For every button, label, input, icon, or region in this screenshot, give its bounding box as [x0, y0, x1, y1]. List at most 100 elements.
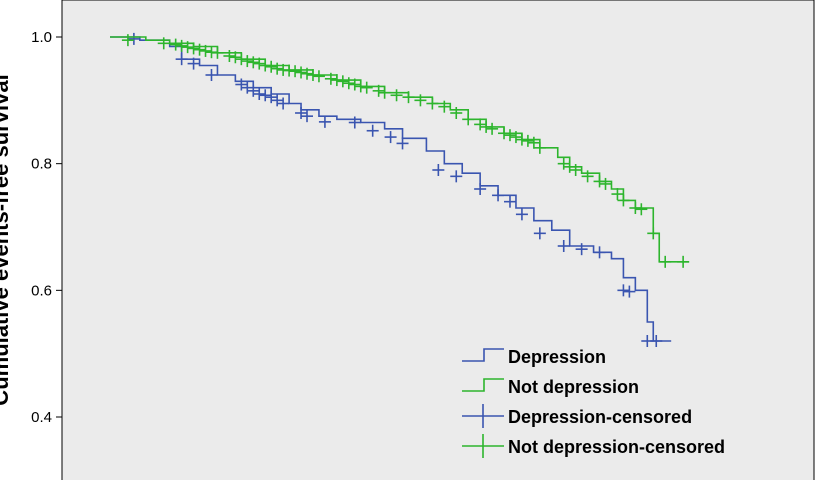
depression-curve — [110, 36, 672, 342]
depression-censor-mark — [533, 227, 546, 240]
not-depression-censor-mark — [259, 59, 272, 72]
depression-censor-mark — [593, 246, 606, 259]
depression-censor-mark — [235, 78, 248, 91]
not-depression-censor-mark — [617, 194, 630, 207]
legend-label: Depression-censored — [508, 407, 692, 427]
not-depression-censor-mark — [569, 164, 582, 176]
series-layer — [110, 32, 690, 347]
not-depression-censor-mark — [677, 255, 690, 268]
depression-censor-mark — [253, 88, 266, 100]
depression-censor-mark — [348, 116, 361, 129]
depression-censor-mark — [247, 84, 260, 97]
not-depression-censor-mark — [378, 86, 391, 99]
depression-censor-mark — [277, 97, 290, 110]
not-depression-censor-mark — [235, 53, 248, 66]
not-depression-censor-mark — [372, 84, 385, 97]
depression-censor-mark — [575, 243, 588, 256]
not-depression-censor-mark — [509, 131, 522, 144]
depression-censor-mark — [474, 183, 487, 195]
legend-label: Depression — [508, 347, 606, 367]
depression-censor-mark — [205, 69, 218, 81]
not-depression-censor-mark — [306, 69, 319, 81]
not-depression-censor-mark — [336, 75, 349, 88]
not-depression-censor-mark — [527, 136, 540, 149]
depression-censor-mark — [623, 285, 636, 298]
not-depression-censor-mark — [486, 122, 499, 135]
not-depression-censor-mark — [229, 51, 242, 64]
not-depression-censor-mark — [611, 188, 624, 201]
not-depression-censor-mark — [193, 43, 206, 56]
not-depression-censor-mark — [187, 42, 200, 55]
not-depression-censor-mark — [348, 78, 361, 91]
not-depression-censor-mark — [390, 89, 403, 102]
depression-censor-mark — [650, 335, 663, 347]
not-depression-censor-mark — [659, 255, 672, 268]
not-depression-censor-mark — [289, 65, 302, 78]
not-depression-censor-mark — [498, 127, 511, 140]
legend-entry: Depression-censored — [462, 404, 692, 428]
not-depression-censor-mark — [647, 227, 660, 240]
not-depression-censor-mark — [581, 170, 594, 183]
depression-censor-mark — [492, 189, 505, 202]
not-depression-censor-mark — [330, 74, 343, 87]
depression-censor-mark — [301, 110, 314, 123]
depression-censor-mark — [265, 91, 278, 104]
depression-censor-mark — [396, 137, 409, 150]
legend-line-swatch — [462, 378, 504, 392]
depression-censor-mark — [318, 115, 331, 128]
not-depression-censor-mark — [223, 50, 236, 62]
not-depression-censor-mark — [414, 94, 427, 107]
not-depression-censor-mark — [247, 56, 260, 69]
not-depression-censor-mark — [175, 39, 188, 52]
legend-entry: Not depression — [462, 377, 639, 397]
y-tick-label: 0.4 — [31, 409, 52, 426]
depression-censor-mark — [259, 89, 272, 102]
not-depression-censor-mark — [312, 70, 325, 83]
not-depression-censor-mark — [438, 100, 451, 113]
legend-label: Not depression — [508, 377, 639, 397]
y-tick-label: 1.0 — [31, 29, 52, 46]
not-depression-censor-mark — [557, 157, 570, 170]
not-depression-censor-mark — [474, 118, 487, 131]
y-axis-label: Cumulative events-free survival — [0, 74, 13, 405]
not-depression-censor-mark — [402, 91, 415, 104]
not-depression-censor-mark — [533, 141, 546, 154]
depression-censor-mark — [515, 208, 528, 221]
y-tick-label: 0.8 — [31, 156, 52, 173]
legend-entry: Depression — [462, 347, 606, 367]
depression-censor-mark — [241, 81, 254, 94]
not-depression-censor-mark — [426, 97, 439, 110]
depression-censor-mark — [384, 131, 397, 144]
not-depression-censor-mark — [635, 203, 648, 216]
not-depression-censor-mark — [271, 62, 284, 75]
not-depression-censor-mark — [169, 38, 182, 51]
not-depression-censor-mark — [157, 37, 170, 50]
not-depression-censor-mark — [503, 129, 516, 142]
depression-censor-mark — [557, 240, 570, 252]
not-depression-censor-mark — [563, 160, 576, 173]
legend-label: Not depression-censored — [508, 437, 725, 457]
legend-line-swatch — [462, 348, 504, 362]
not-depression-censor-mark — [450, 107, 463, 119]
not-depression-censor-mark — [121, 34, 134, 47]
depression-censor-mark — [366, 124, 379, 137]
y-axis: 1.0 0.8 0.6 0.4 — [31, 29, 62, 426]
not-depression-censor-mark — [265, 60, 278, 73]
not-depression-censor-mark — [199, 44, 212, 57]
not-depression-censor-mark — [211, 46, 224, 59]
depression-censor-mark — [175, 53, 188, 66]
depression-censor-mark — [450, 170, 463, 183]
not-depression-censor-mark — [324, 72, 337, 85]
not-depression-censor-mark — [354, 80, 367, 93]
not-depression-censor-mark — [462, 113, 475, 126]
depression-censor-mark — [295, 107, 308, 119]
depression-censor-mark — [271, 94, 284, 107]
depression-censor-mark — [503, 195, 516, 208]
not-depression-censor-mark — [360, 81, 373, 94]
not-depression-censor-mark — [480, 120, 493, 133]
not-depression-censor-mark — [593, 175, 606, 188]
not-depression-censor-mark — [599, 177, 612, 190]
plot-background — [61, 0, 815, 480]
depression-censor-mark — [127, 32, 140, 45]
